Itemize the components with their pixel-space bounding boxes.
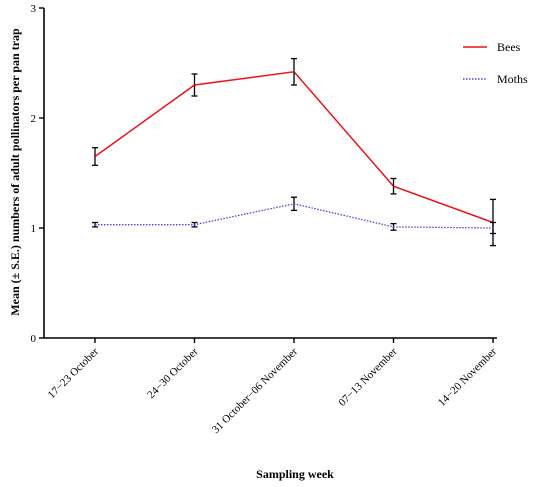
y-tick-label: 0 — [31, 333, 37, 345]
data-point-bees — [392, 185, 395, 187]
data-point-moths — [492, 227, 494, 229]
y-tick-label: 2 — [31, 113, 37, 125]
legend: Bees Moths — [463, 40, 528, 86]
y-axis-title: Mean (± S.E.) numbers of adult pollinato… — [8, 28, 22, 316]
y-tick-label: 1 — [31, 223, 37, 235]
x-tick-label: 14−20 November — [436, 345, 499, 408]
series-moths — [92, 196, 496, 235]
x-tick-label: 17−23 October — [46, 345, 102, 401]
data-point-bees — [193, 84, 196, 86]
y-tick-label: 3 — [31, 3, 37, 15]
series-layer — [92, 57, 496, 247]
data-point-moths — [94, 223, 96, 226]
data-point-moths — [193, 223, 196, 226]
x-tick-label: 07−13 November — [336, 345, 399, 408]
data-point-bees — [293, 71, 295, 73]
axes: 0 1 2 3 17−23 October 24−30 October 31 October… — [31, 3, 500, 436]
x-tick-label: 24−30 October — [145, 345, 201, 401]
data-point-bees — [94, 155, 96, 158]
data-point-moths — [293, 203, 295, 205]
legend-label-moths: Moths — [497, 72, 528, 86]
legend-label-bees: Bees — [497, 40, 521, 54]
data-point-moths — [392, 226, 395, 228]
x-tick-label: 31 October−06 November — [210, 345, 300, 435]
x-axis-title: Sampling week — [256, 467, 334, 481]
series-bees — [92, 57, 496, 247]
